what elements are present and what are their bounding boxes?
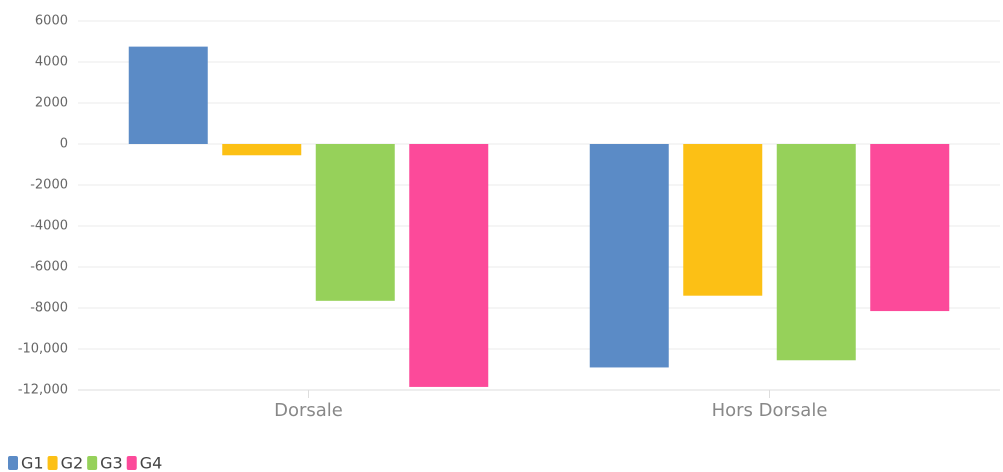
bar bbox=[683, 144, 763, 296]
y-tick-label: 0 bbox=[60, 137, 68, 152]
legend-label: G4 bbox=[140, 454, 163, 472]
bar bbox=[409, 144, 489, 387]
y-tick-label: 6000 bbox=[35, 14, 68, 29]
y-tick-label: -8000 bbox=[30, 301, 68, 316]
x-tick-label: Dorsale bbox=[274, 400, 343, 421]
legend-swatch bbox=[87, 456, 98, 470]
y-tick-label: 4000 bbox=[35, 55, 68, 70]
legend-swatch bbox=[47, 456, 58, 470]
legend-label: G3 bbox=[100, 454, 123, 472]
y-tick-label: -12,000 bbox=[18, 383, 68, 398]
bar bbox=[776, 144, 856, 361]
y-tick-label: -4000 bbox=[30, 219, 68, 234]
y-tick-label: -6000 bbox=[30, 260, 68, 275]
bar bbox=[315, 144, 395, 301]
bar bbox=[870, 144, 950, 312]
y-tick-label: 2000 bbox=[35, 96, 68, 111]
bar bbox=[589, 144, 669, 368]
legend-label: G2 bbox=[61, 454, 84, 472]
legend-swatch bbox=[8, 456, 18, 470]
y-tick-label: -2000 bbox=[30, 178, 68, 193]
legend-swatch bbox=[126, 456, 137, 470]
bar bbox=[222, 144, 302, 156]
y-tick-label: -10,000 bbox=[18, 342, 68, 357]
x-tick-label: Hors Dorsale bbox=[712, 400, 828, 421]
bar bbox=[128, 46, 208, 144]
legend-label: G1 bbox=[21, 454, 44, 472]
